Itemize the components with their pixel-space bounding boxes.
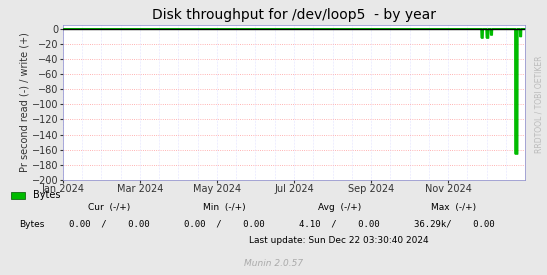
Text: Last update: Sun Dec 22 03:30:40 2024: Last update: Sun Dec 22 03:30:40 2024 [249, 236, 429, 245]
Text: 0.00  /    0.00: 0.00 / 0.00 [184, 220, 265, 229]
Text: 36.29k/    0.00: 36.29k/ 0.00 [414, 220, 494, 229]
Text: Min  (-/+): Min (-/+) [203, 203, 246, 212]
Text: RRDTOOL / TOBI OETIKER: RRDTOOL / TOBI OETIKER [534, 56, 543, 153]
Text: Cur  (-/+): Cur (-/+) [88, 203, 131, 212]
Title: Disk throughput for /dev/loop5  - by year: Disk throughput for /dev/loop5 - by year [152, 8, 436, 22]
Text: Avg  (-/+): Avg (-/+) [317, 203, 361, 212]
Text: Bytes: Bytes [33, 190, 60, 200]
Text: Bytes: Bytes [19, 220, 44, 229]
Text: 0.00  /    0.00: 0.00 / 0.00 [69, 220, 150, 229]
Y-axis label: Pr second read (-) / write (+): Pr second read (-) / write (+) [19, 32, 30, 172]
Text: Munin 2.0.57: Munin 2.0.57 [244, 260, 303, 268]
Text: 4.10  /    0.00: 4.10 / 0.00 [299, 220, 380, 229]
Text: Max  (-/+): Max (-/+) [432, 203, 476, 212]
